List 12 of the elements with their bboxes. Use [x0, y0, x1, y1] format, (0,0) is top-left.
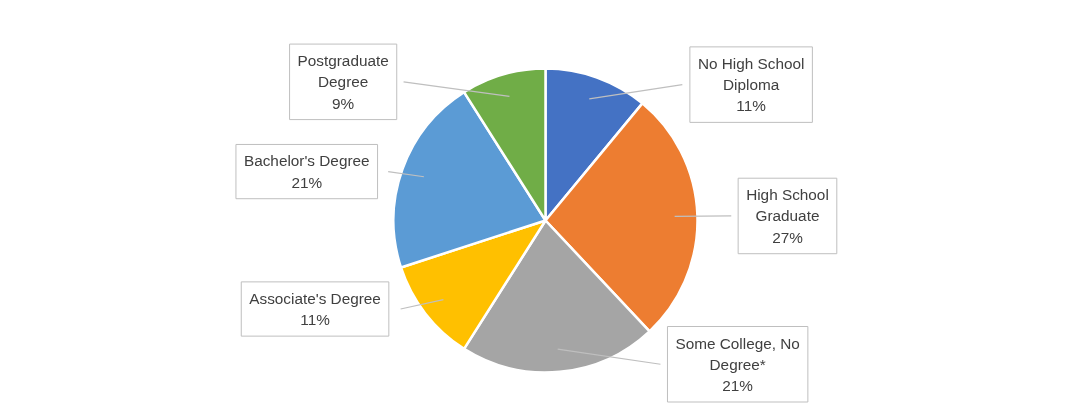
slice-label: Postgraduate Degree: [297, 52, 389, 91]
slice-label: Associate's Degree: [249, 289, 381, 307]
data-label: 21%: [291, 173, 323, 191]
slice-label: High School Graduate: [746, 186, 829, 225]
data-label: 21%: [722, 377, 754, 395]
slice-label: Some College, No Degree*: [675, 334, 800, 373]
data-label: 27%: [772, 228, 804, 246]
data-label: 11%: [736, 97, 767, 115]
slice-label: Bachelor's Degree: [243, 152, 370, 170]
data-label: 9%: [332, 94, 355, 112]
data-label: 11%: [300, 311, 331, 329]
slice-label: No High School Diploma: [697, 54, 805, 94]
